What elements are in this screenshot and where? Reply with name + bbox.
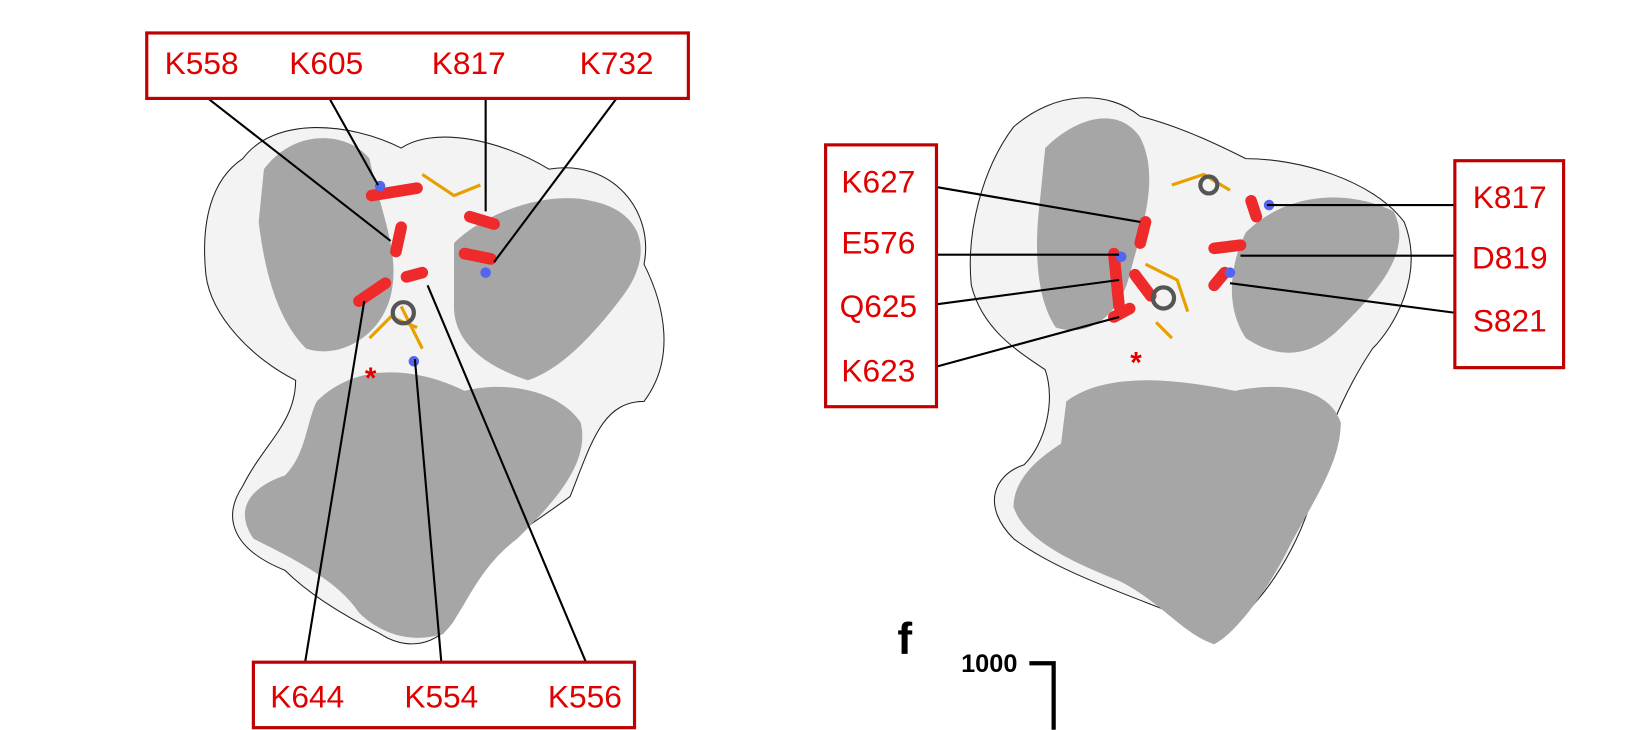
residue-label: K623 <box>841 352 915 388</box>
residue-label: K732 <box>580 45 654 81</box>
label-box <box>145 31 690 101</box>
panel-letter: f <box>897 615 912 664</box>
axis-tick-label: 1000 <box>961 650 1017 678</box>
leader-lines <box>207 97 1455 663</box>
axis <box>1029 661 1056 730</box>
marker: * <box>365 362 377 395</box>
marker: * <box>1130 346 1142 379</box>
residue-label: K817 <box>432 45 506 81</box>
residue-label: K817 <box>1473 179 1547 215</box>
label-box <box>1453 159 1566 370</box>
residue-label: K558 <box>165 45 239 81</box>
residue-label: K627 <box>841 163 915 199</box>
label-box <box>251 660 637 730</box>
residue-label: K605 <box>289 45 363 81</box>
label-box <box>824 143 939 409</box>
residue-label: K556 <box>548 679 622 715</box>
residue-label: D819 <box>1472 239 1548 275</box>
right-structure <box>969 97 1412 645</box>
residue-label: K554 <box>404 679 478 715</box>
residue-label: Q625 <box>840 288 917 324</box>
residue-label: E576 <box>841 225 915 261</box>
residue-label: K644 <box>270 679 344 715</box>
left-structure <box>204 127 665 645</box>
residue-label: S821 <box>1473 303 1547 339</box>
